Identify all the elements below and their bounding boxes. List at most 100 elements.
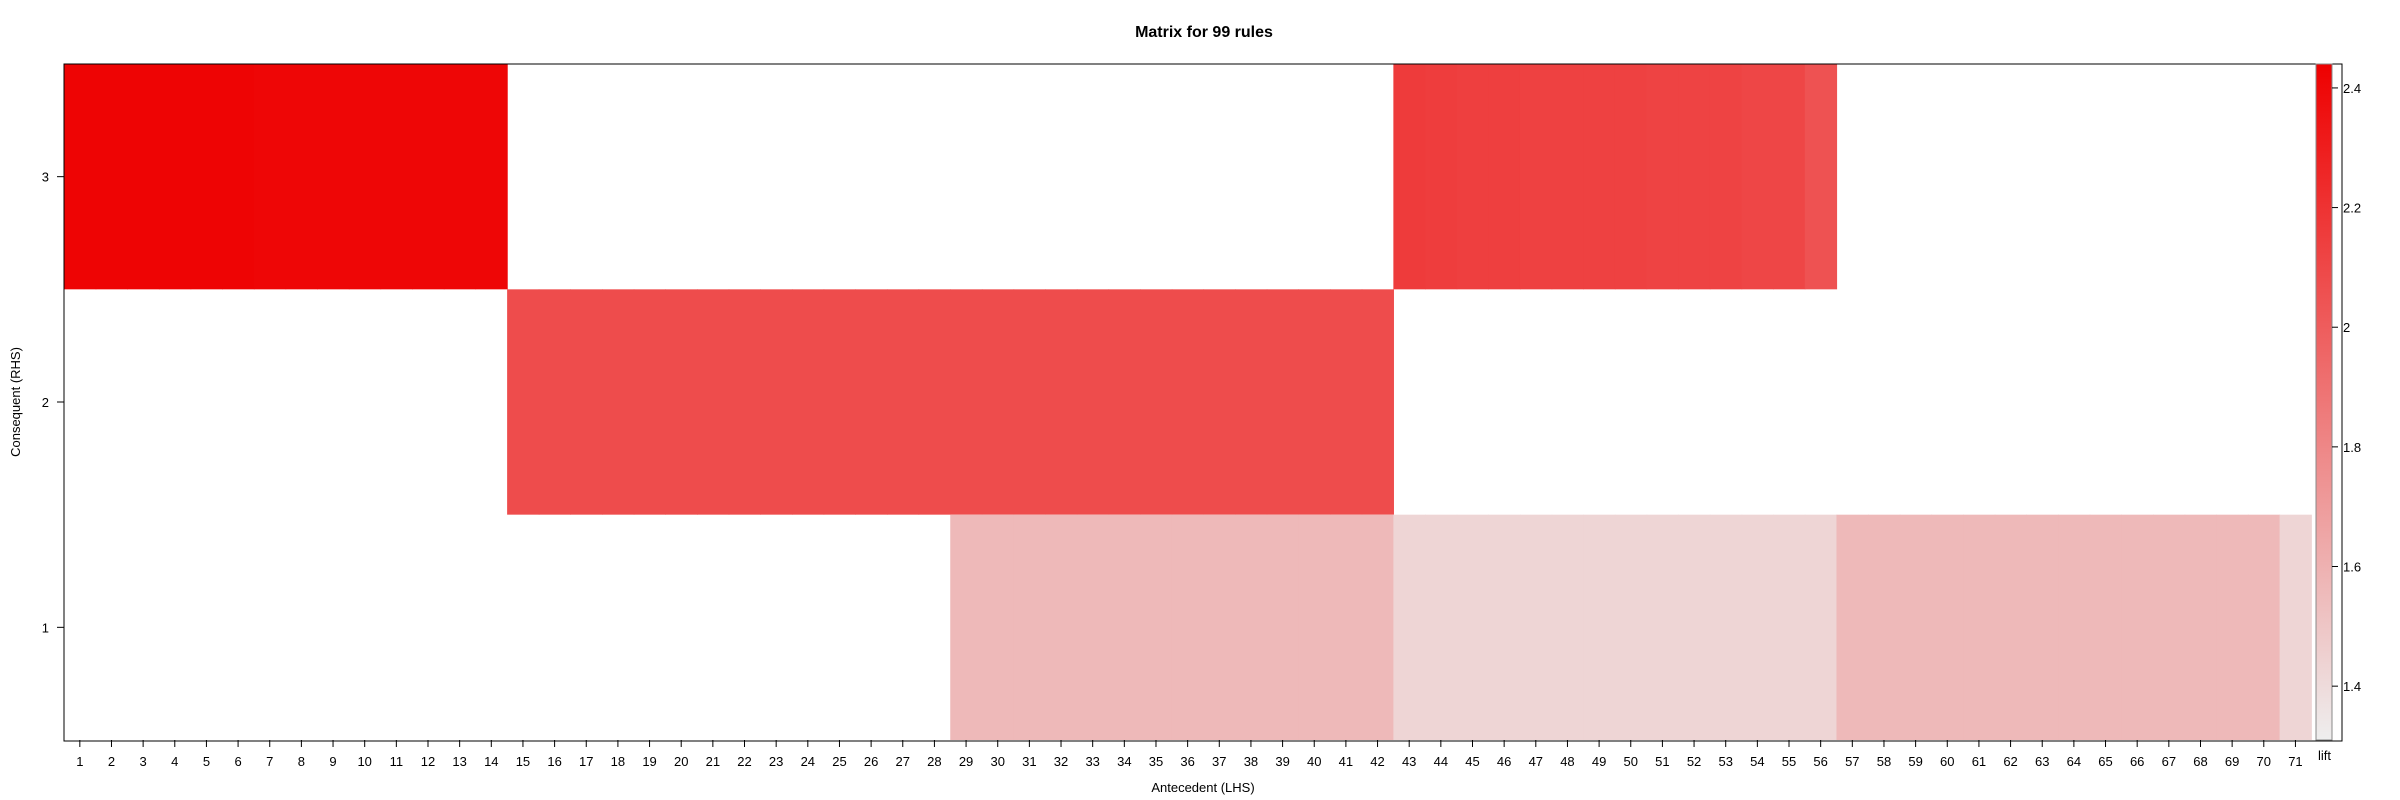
- x-tick-label: 50: [1624, 754, 1638, 769]
- x-tick-label: 29: [959, 754, 973, 769]
- x-tick-label: 45: [1465, 754, 1479, 769]
- heatmap-cell: [1614, 514, 1648, 740]
- heatmap-cell: [507, 289, 540, 515]
- heatmap-cell: [1994, 514, 2027, 740]
- heatmap-cell: [1203, 289, 1236, 515]
- x-tick-label: 63: [2035, 754, 2049, 769]
- heatmap-cell: [1108, 289, 1141, 515]
- x-tick-label: 15: [516, 754, 530, 769]
- x-axis: 1 2 3 4 5 6 7 8 9 10 11 12 13 14 15 16 17 18 19 20 21 22 23 24 2…: [76, 740, 2303, 769]
- x-tick-label: 27: [896, 754, 910, 769]
- heatmap-cell: [886, 289, 920, 515]
- x-tick-label: 12: [421, 754, 435, 769]
- heatmap-cell: [285, 64, 318, 290]
- heatmap-cell: [1551, 64, 1584, 290]
- x-tick-label: 53: [1718, 754, 1732, 769]
- heatmap-cell: [1519, 64, 1553, 290]
- heatmap-cell: [443, 64, 477, 290]
- y-tick-label: 3: [42, 170, 49, 185]
- x-tick-label: 33: [1085, 754, 1099, 769]
- heatmap-cell: [412, 64, 445, 290]
- x-tick-label: 2: [108, 754, 115, 769]
- heatmap-cell: [475, 64, 508, 290]
- heatmap-cell: [1045, 514, 1078, 740]
- x-tick-label: 52: [1687, 754, 1701, 769]
- heatmap-cell: [380, 64, 413, 290]
- heatmap-cell: [1773, 514, 1806, 740]
- x-tick-label: 26: [864, 754, 878, 769]
- heatmap-cell: [1171, 514, 1205, 740]
- x-tick-label: 14: [484, 754, 498, 769]
- heatmap-cell: [1361, 289, 1394, 515]
- x-tick-label: 54: [1750, 754, 1764, 769]
- heatmap-cell: [1330, 289, 1363, 515]
- heatmap-cell: [158, 64, 192, 290]
- heatmap-cell: [222, 64, 255, 290]
- colorbar-tick-label: 1.6: [2343, 560, 2361, 575]
- heatmap-cell: [728, 289, 761, 515]
- x-tick-label: 6: [234, 754, 241, 769]
- x-tick-label: 13: [452, 754, 466, 769]
- x-tick-label: 25: [832, 754, 846, 769]
- x-tick-label: 68: [2193, 754, 2207, 769]
- heatmap-cell: [1266, 289, 1300, 515]
- x-tick-label: 24: [801, 754, 815, 769]
- x-tick-label: 4: [171, 754, 178, 769]
- heatmap-cell: [1678, 64, 1711, 290]
- y-axis: 1 2 3: [42, 170, 64, 635]
- heatmap-cell: [1045, 289, 1078, 515]
- x-tick-label: 35: [1149, 754, 1163, 769]
- heatmap-cell: [760, 289, 793, 515]
- heatmap-cell: [1013, 289, 1046, 515]
- heatmap-cell: [1963, 514, 1996, 740]
- heatmap-cell: [1773, 64, 1806, 290]
- colorbar-tick-label: 2: [2343, 320, 2350, 335]
- x-tick-label: 56: [1813, 754, 1827, 769]
- x-tick-label: 44: [1434, 754, 1448, 769]
- heatmap-cell: [1804, 514, 1838, 740]
- x-tick-label: 48: [1560, 754, 1574, 769]
- heatmap-cell: [1235, 289, 1268, 515]
- heatmap-cell: [602, 289, 635, 515]
- x-tick-label: 18: [611, 754, 625, 769]
- heatmap-cell: [1614, 64, 1648, 290]
- x-tick-label: 55: [1782, 754, 1796, 769]
- x-tick-label: 70: [2257, 754, 2271, 769]
- heatmap-cell: [697, 289, 730, 515]
- x-tick-label: 59: [1908, 754, 1922, 769]
- heatmap-cell: [1899, 514, 1933, 740]
- x-tick-label: 21: [706, 754, 720, 769]
- x-tick-label: 1: [76, 754, 83, 769]
- heatmap-cell: [1456, 514, 1489, 740]
- heatmap-cell: [127, 64, 160, 290]
- x-tick-label: 30: [990, 754, 1004, 769]
- heatmap-cell: [1076, 289, 1110, 515]
- x-tick-label: 67: [2162, 754, 2176, 769]
- heatmap-cell: [538, 289, 572, 515]
- colorbar-tick-label: 2.2: [2343, 201, 2361, 216]
- x-tick-label: 41: [1339, 754, 1353, 769]
- heatmap-cell: [2058, 514, 2091, 740]
- heatmap-cell: [2279, 514, 2312, 740]
- x-tick-label: 23: [769, 754, 783, 769]
- colorbar-tick-label: 2.4: [2343, 81, 2361, 96]
- heatmap-cell: [1488, 64, 1521, 290]
- heatmap-cell: [1140, 289, 1173, 515]
- x-tick-label: 34: [1117, 754, 1131, 769]
- heatmap-cell: [1931, 514, 1964, 740]
- colorbar-tick-label: 1.8: [2343, 440, 2361, 455]
- heatmap-cell: [95, 64, 128, 290]
- x-tick-label: 9: [329, 754, 336, 769]
- heatmap-cell: [1709, 64, 1743, 290]
- heatmap-cell: [1646, 514, 1679, 740]
- heatmap-cell: [950, 514, 983, 740]
- x-tick-label: 66: [2130, 754, 2144, 769]
- heatmap-cell: [1741, 64, 1774, 290]
- x-tick-label: 5: [203, 754, 210, 769]
- heatmap-cell: [2089, 514, 2122, 740]
- heatmap-cell: [1804, 64, 1838, 290]
- x-axis-label: Antecedent (LHS): [1151, 780, 1254, 795]
- heatmap-cell: [2247, 514, 2281, 740]
- x-tick-label: 57: [1845, 754, 1859, 769]
